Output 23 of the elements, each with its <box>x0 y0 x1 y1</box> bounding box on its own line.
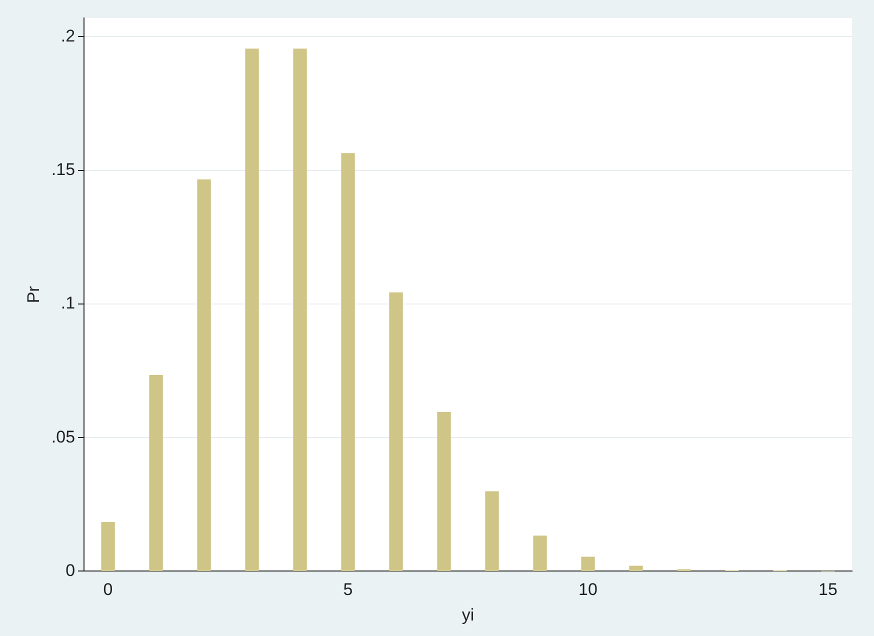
bar <box>197 179 211 572</box>
bar <box>629 566 643 572</box>
y-tick-label: .05 <box>51 427 76 446</box>
x-tick-label: 5 <box>343 580 353 600</box>
y-tick-label: .15 <box>51 160 76 180</box>
bar <box>437 412 451 572</box>
y-tick-label: 0 <box>66 560 76 580</box>
bar <box>581 556 595 572</box>
bar <box>149 374 163 572</box>
x-tick-label: 15 <box>818 580 838 600</box>
bar <box>245 48 259 572</box>
bar <box>101 522 115 572</box>
x-tick-label: 0 <box>103 580 113 600</box>
y-tick-label: .2 <box>60 26 76 46</box>
x-tick-label: 10 <box>578 580 598 600</box>
bar <box>293 48 307 572</box>
bar <box>389 292 403 572</box>
bar <box>533 536 547 572</box>
y-tick-label: .1 <box>60 294 76 313</box>
bar <box>341 153 355 572</box>
x-axis-title: yi <box>462 605 474 624</box>
bar <box>485 491 499 572</box>
y-axis-title: Pr <box>24 286 43 304</box>
